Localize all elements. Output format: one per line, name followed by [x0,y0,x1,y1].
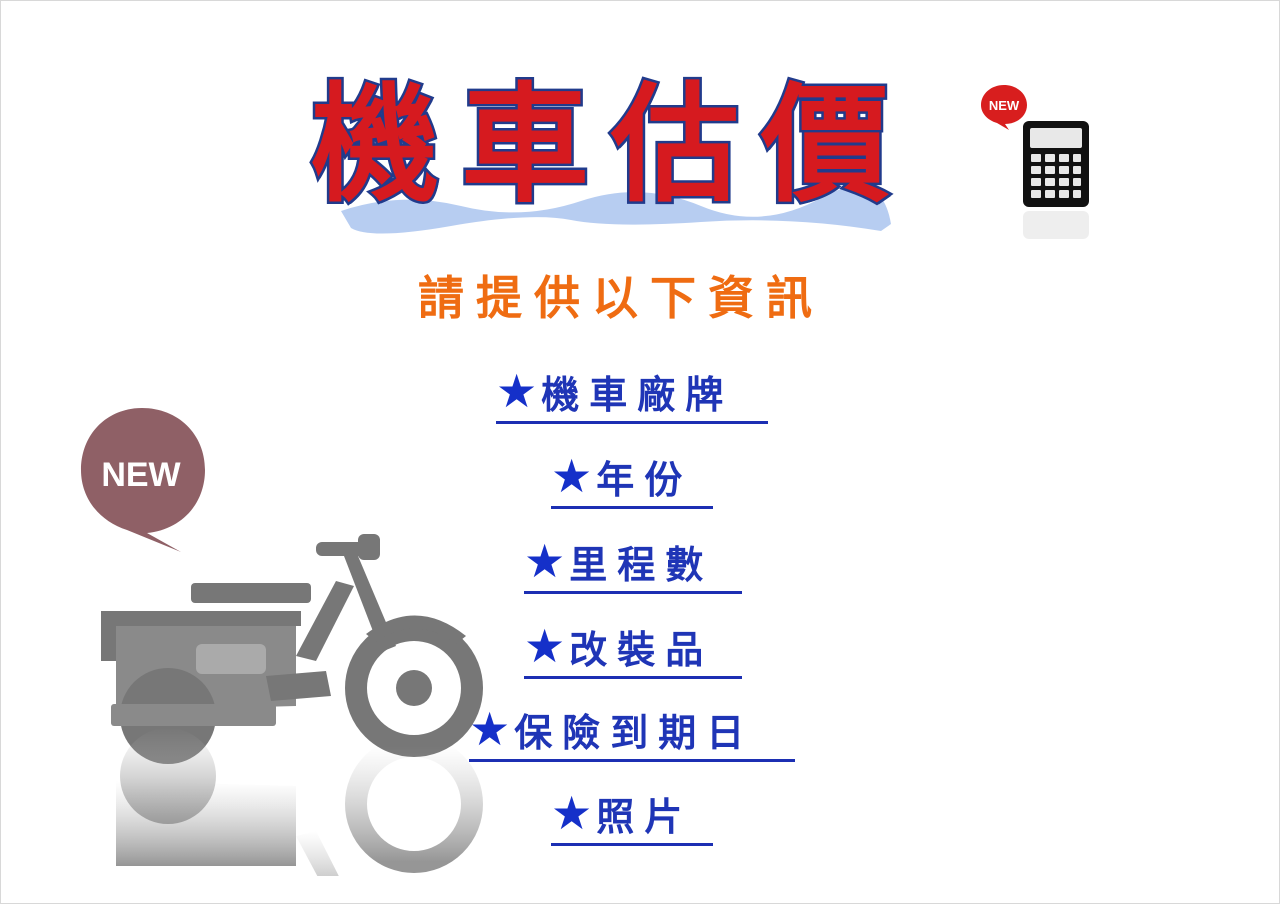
list-item-label: 里程數 [569,542,714,587]
list-item-insurance-expiry: ★ 保險到期日 [469,699,795,762]
star-icon: ★ [551,786,593,840]
page-title: 機車估價 [308,69,911,223]
list-item-mileage: ★ 里程數 [524,531,742,594]
list-item-photos: ★ 照片 [551,783,713,846]
list-item-modifications: ★ 改裝品 [524,616,742,679]
new-badge-small: NEW [981,85,1027,130]
title-block: 機車估價 [281,56,941,256]
list-item-label: 年份 [596,457,693,502]
calculator-icon [1023,121,1089,239]
list-item-year: ★ 年份 [551,446,713,509]
star-icon: ★ [496,364,538,418]
title-reflection [341,186,891,234]
list-item-label: 照片 [596,794,693,839]
scooter-icon [101,534,483,876]
list-item-label: 保險到期日 [514,710,755,755]
subtitle: 請提供以下資訊 [418,271,824,325]
new-badge-small-text: NEW [989,98,1020,113]
star-icon: ★ [524,619,566,673]
new-badge-big-text: NEW [101,456,181,494]
list-item-label: 改裝品 [569,627,714,672]
star-icon: ★ [551,449,593,503]
list-item-label: 機車廠牌 [541,372,734,417]
list-item-brand: ★ 機車廠牌 [496,361,768,424]
new-badge-big: NEW [81,408,205,552]
star-icon: ★ [524,534,566,588]
